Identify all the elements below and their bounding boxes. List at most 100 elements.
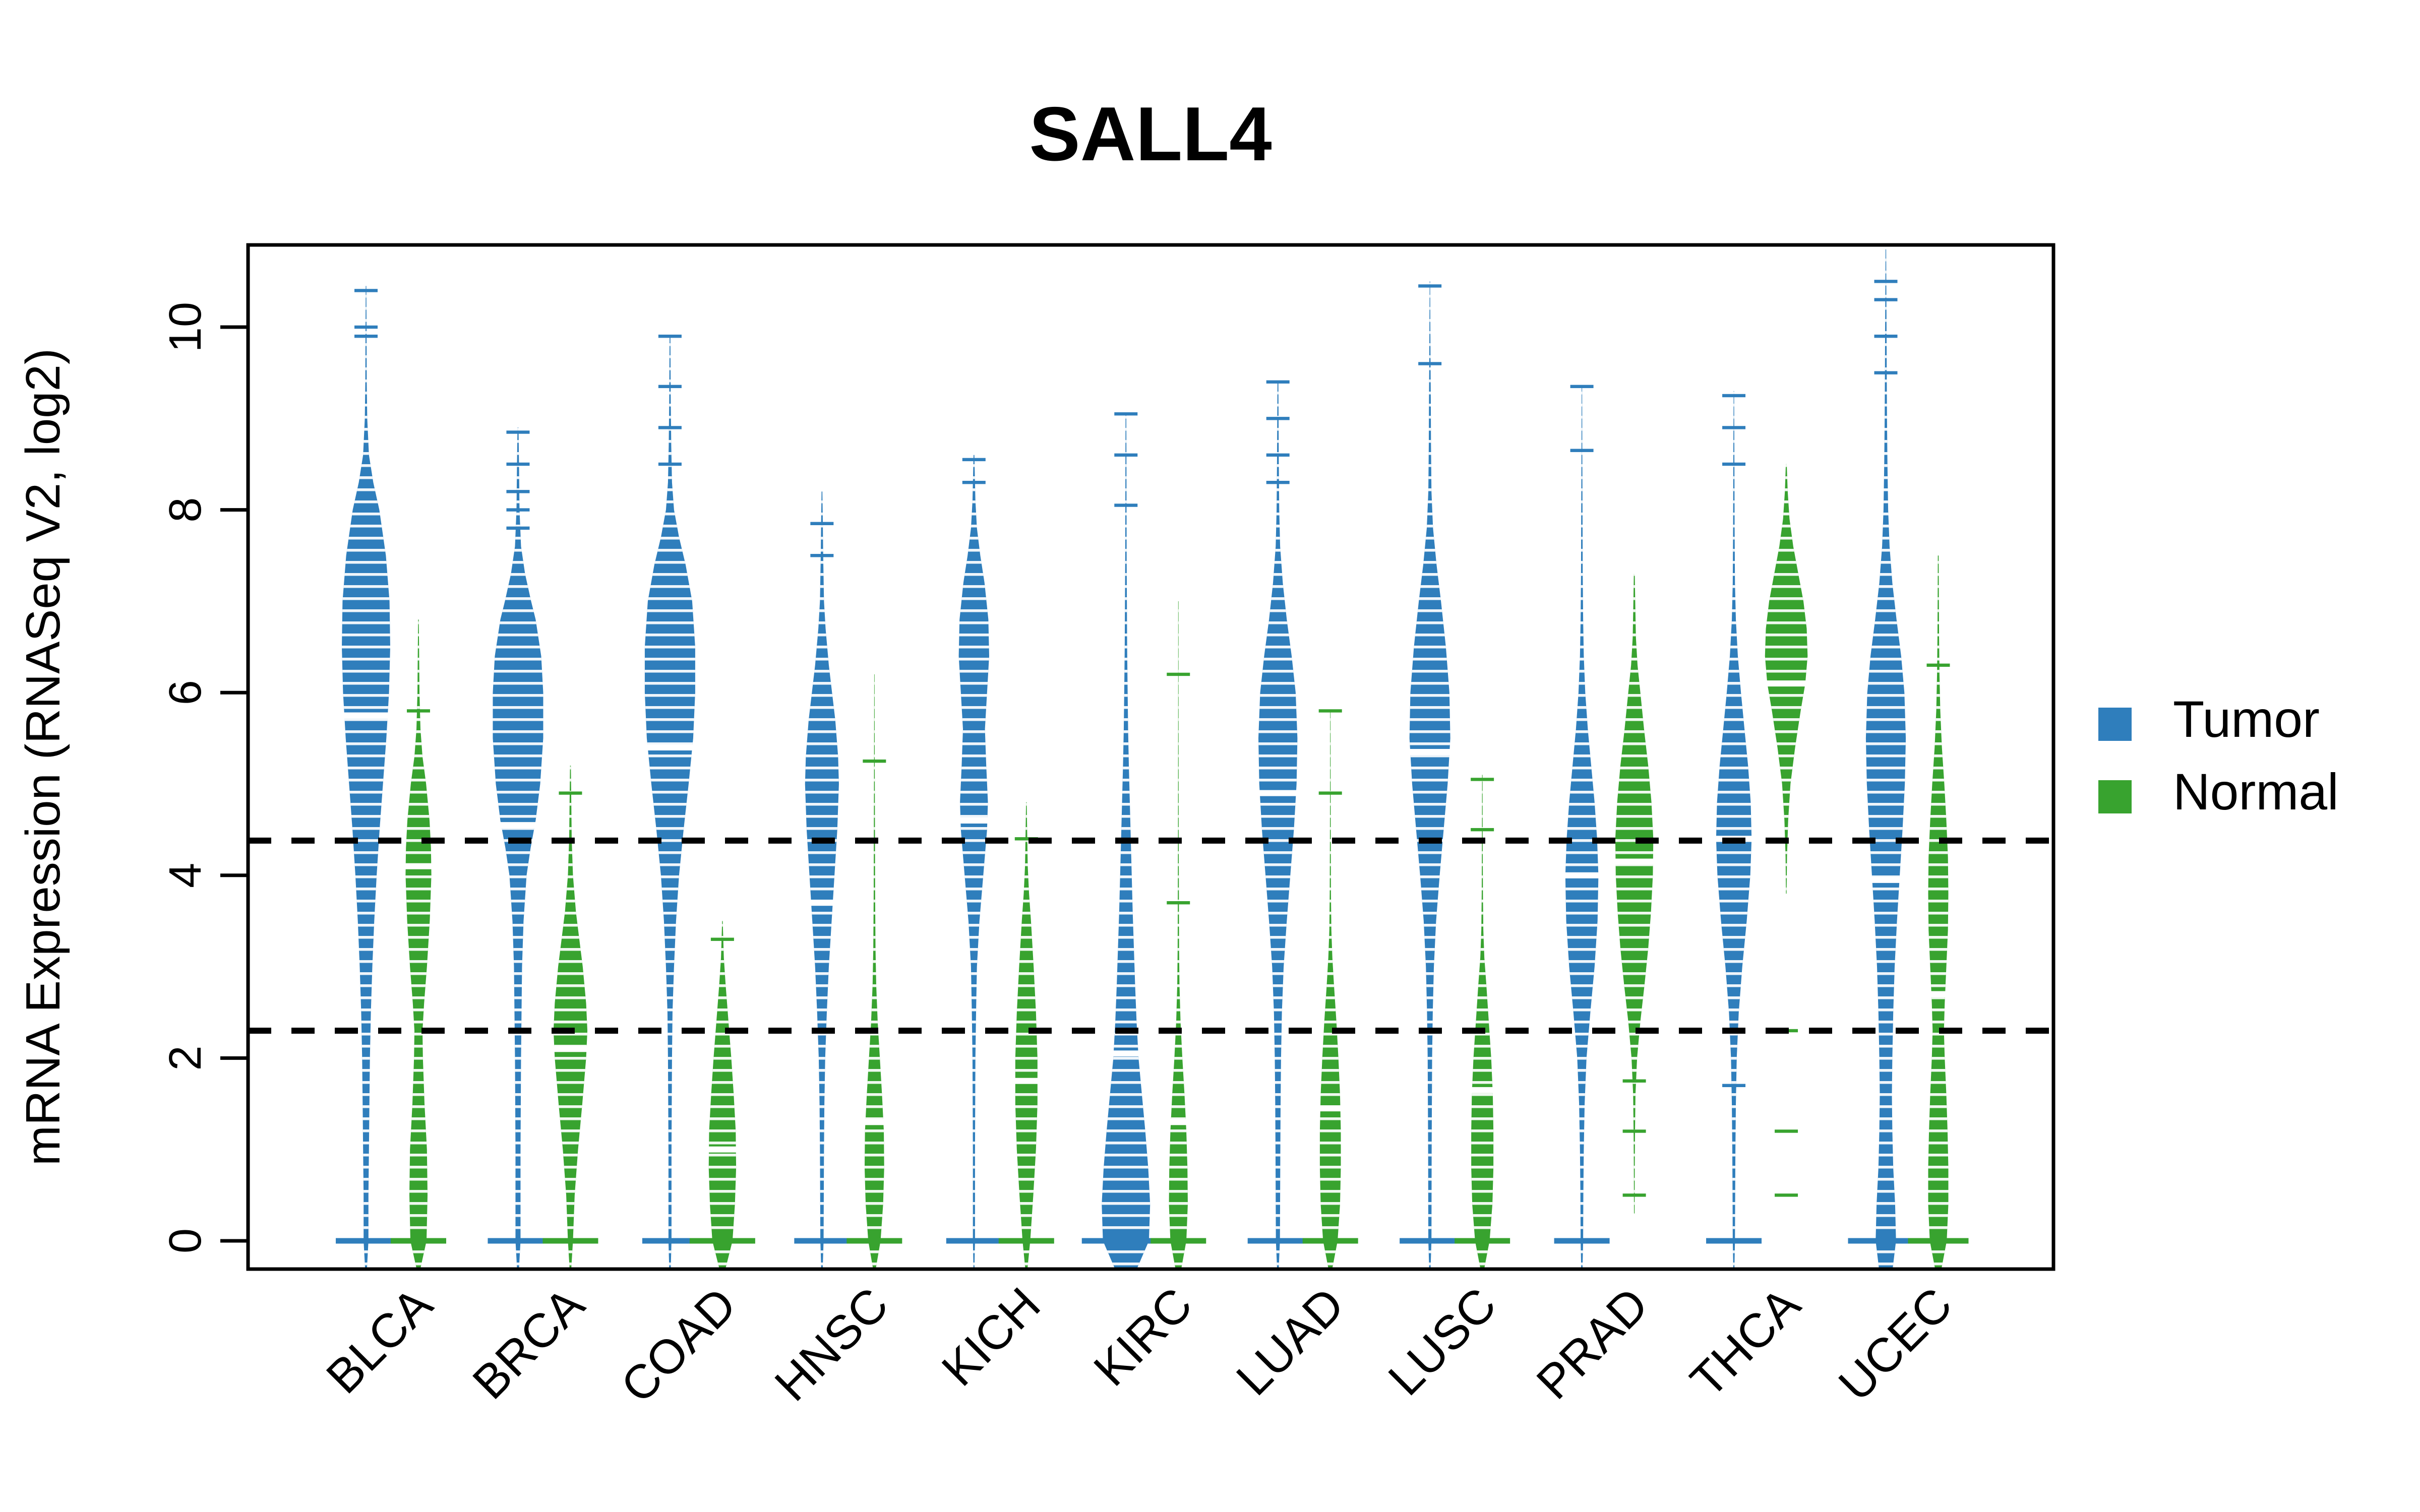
x-category-label-hnsc: HNSC <box>765 1278 898 1411</box>
zero-bar <box>689 1238 755 1244</box>
median-line <box>337 712 395 719</box>
y-tick-label: 2 <box>160 1045 211 1070</box>
violin-normal-LUSC <box>1455 775 1510 1269</box>
violin-tumor-THCA <box>1706 391 1762 1269</box>
zero-bar <box>1554 1238 1610 1244</box>
plot-border <box>246 243 2055 1271</box>
outlier-dash <box>1622 1193 1646 1197</box>
violin-tumor-UCEC <box>1848 249 1924 1269</box>
violin-tumor-KIRC <box>1081 412 1170 1269</box>
outlier-dash <box>1471 778 1494 781</box>
outlier-dash <box>1014 837 1038 841</box>
zero-bar <box>642 1238 698 1244</box>
violin-dash-texture <box>864 674 884 1269</box>
y-tick-label: 4 <box>160 863 211 888</box>
legend-label-normal: Normal <box>2173 763 2339 821</box>
median-line <box>1313 1105 1348 1112</box>
violin-dash-texture <box>1716 391 1752 1269</box>
outlier-dash <box>962 481 986 484</box>
outlier-dash <box>1471 828 1494 832</box>
violin-dash-texture <box>708 921 737 1269</box>
violin-dash-texture <box>1015 802 1038 1269</box>
violin-dash-texture <box>553 766 588 1269</box>
outlier-dash <box>658 385 682 389</box>
violin-dash-texture <box>342 286 390 1269</box>
zero-bar <box>946 1238 1002 1244</box>
y-axis-label: mRNA Expression (RNASeq V2, log2) <box>16 348 70 1166</box>
outlier-dash <box>354 289 378 292</box>
violin-normal-PRAD <box>1608 574 1660 1214</box>
outlier-dash <box>1266 453 1290 457</box>
violin-normal-BLCA <box>391 619 446 1269</box>
violin-dash-texture <box>405 619 432 1269</box>
outlier-dash <box>1266 417 1290 420</box>
median-line <box>398 863 439 869</box>
outlier-dash <box>1722 394 1746 398</box>
outlier-dash <box>1266 380 1290 384</box>
violin-tumor-BLCA <box>336 286 396 1269</box>
violin-tumor-LUSC <box>1400 281 1461 1269</box>
zero-bar <box>1706 1238 1762 1244</box>
violin-normal-KIRC <box>1151 601 1206 1269</box>
median-line <box>702 1146 743 1153</box>
outlier-dash <box>1318 791 1342 795</box>
x-category-label-thca: THCA <box>1680 1277 1810 1407</box>
zero-bar <box>1151 1238 1206 1244</box>
median-line <box>1924 991 1953 997</box>
outlier-dash <box>1418 362 1442 365</box>
outlier-dash <box>1926 663 1950 667</box>
outlier-dash <box>658 334 682 338</box>
zero-bar <box>1848 1238 1924 1244</box>
x-category-label-lusc: LUSC <box>1378 1278 1506 1406</box>
outlier-dash <box>810 554 834 557</box>
zero-bar <box>488 1238 549 1244</box>
zero-bar <box>1247 1238 1308 1244</box>
violin-normal-COAD <box>689 921 755 1269</box>
chart-title: SALL4 <box>1029 91 1272 177</box>
outlier-dash <box>1722 426 1746 429</box>
median-line <box>953 817 995 824</box>
median-line <box>1465 1087 1500 1093</box>
zero-bar <box>1455 1238 1510 1244</box>
violin-dash-texture <box>1928 555 1949 1269</box>
violin-dash-texture <box>1865 249 1906 1269</box>
violin-dash-texture <box>1169 601 1188 1269</box>
zero-bar <box>794 1238 850 1244</box>
outlier-dash <box>1874 298 1898 301</box>
outlier-dash <box>559 791 582 795</box>
x-category-label-kich: KICH <box>932 1278 1050 1396</box>
outlier-dash <box>1114 453 1138 457</box>
violin-tumor-COAD <box>640 334 700 1269</box>
zero-bar <box>1400 1238 1461 1244</box>
outlier-dash <box>1114 503 1138 507</box>
legend-swatch-tumor <box>2098 708 2132 741</box>
violin-normal-HNSC <box>846 674 902 1269</box>
outlier-dash <box>1266 481 1290 484</box>
violin-tumor-BRCA <box>488 427 549 1269</box>
violin-tumor-KICH <box>946 455 1002 1269</box>
legend-label-tumor: Tumor <box>2173 690 2320 748</box>
median-line <box>1558 872 1606 878</box>
violin-layer <box>336 249 1969 1269</box>
violin-dash-texture <box>1409 281 1450 1269</box>
outlier-dash <box>1114 412 1138 416</box>
outlier-dash <box>407 709 430 713</box>
violin-normal-KICH <box>998 802 1054 1269</box>
x-category-label-blca: BLCA <box>316 1277 443 1404</box>
outlier-dash <box>1722 1084 1746 1087</box>
outlier-dash <box>658 462 682 466</box>
median-line <box>1760 680 1812 687</box>
outlier-dash <box>354 325 378 329</box>
outlier-dash <box>1722 462 1746 466</box>
x-category-label-coad: COAD <box>611 1278 747 1413</box>
outlier-dash <box>1318 709 1342 713</box>
x-category-label-kirc: KIRC <box>1084 1278 1202 1396</box>
median-line <box>858 1119 891 1125</box>
violin-tumor-HNSC <box>794 491 850 1269</box>
outlier-dash <box>506 508 530 512</box>
outlier-dash <box>1622 1129 1646 1133</box>
zero-bar <box>846 1238 902 1244</box>
violin-normal-BRCA <box>542 766 598 1269</box>
median-line <box>1608 858 1660 865</box>
